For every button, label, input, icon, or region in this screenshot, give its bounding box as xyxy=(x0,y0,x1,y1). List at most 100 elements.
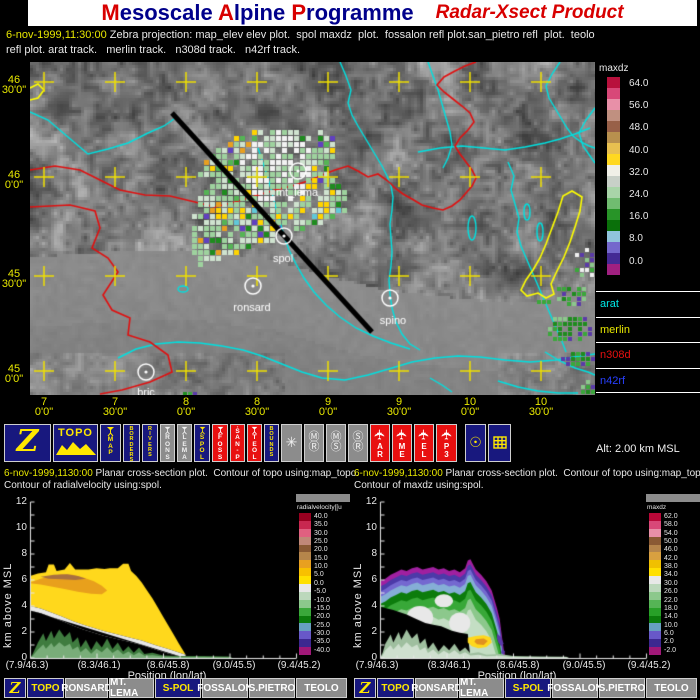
colorbar-cell xyxy=(607,220,620,231)
lat-label: 45 30'0" xyxy=(1,268,27,290)
y-tick-label: 12 xyxy=(15,496,27,507)
panel-colorbar xyxy=(299,513,311,656)
lon-label: 8 0'0" xyxy=(176,396,196,418)
lat-label: 46 30'0" xyxy=(1,74,27,96)
button-glyph: Ⓢ Ⓡ xyxy=(352,431,364,453)
button-p3[interactable]: ✈ P 3 xyxy=(436,424,457,462)
button-topo[interactable]: TOPO xyxy=(53,424,98,462)
panel-button-z[interactable]: Z xyxy=(354,678,376,698)
colorbar-label: 8.0 xyxy=(629,233,643,245)
panel-colorbar-label: 5.0 xyxy=(314,571,324,579)
x-tick-label: (7.9/46.3) xyxy=(355,660,399,671)
panel-colorbar-label: 26.0 xyxy=(664,588,678,596)
panel-colorbar-label: 58.0 xyxy=(664,521,678,529)
panel-button-ronsard[interactable]: RONSARD xyxy=(61,678,112,698)
track-arat[interactable]: arat xyxy=(596,291,700,316)
lon-label: 7 30'0" xyxy=(102,396,128,418)
panel-colorbar-cell xyxy=(299,513,311,521)
panel-colorbar-label: -5.0 xyxy=(314,588,327,596)
colorbar-cell xyxy=(607,187,620,198)
sun-icon[interactable]: ☉ xyxy=(465,424,486,462)
panel-colorbar-label: -20.0 xyxy=(314,613,330,621)
product-title: Radar-Xsect Product xyxy=(435,2,624,23)
panel-colorbar xyxy=(649,513,661,656)
colorbar xyxy=(607,77,620,275)
map-view[interactable] xyxy=(30,62,595,395)
panel-colorbar-cell xyxy=(299,536,311,545)
panel-colorbar-label: -40.0 xyxy=(314,646,330,654)
lon-label: 10 30'0" xyxy=(528,396,554,418)
panel-button-fossalon[interactable]: FOSSALON xyxy=(547,678,603,698)
panel-colorbar-cell xyxy=(299,623,311,632)
button-me[interactable]: ✈ M E xyxy=(392,424,412,462)
y-tick-label: 8 xyxy=(21,548,27,559)
grid-icon xyxy=(492,436,507,449)
timestamp: 6-nov-1999,11:30:00 xyxy=(6,29,107,41)
panel-header-line2: Contour of radialvelocity using:spol. xyxy=(4,480,162,491)
y-tick-label: 6 xyxy=(371,574,377,585)
panel-button-teolo[interactable]: TEOLO xyxy=(646,678,697,698)
grid-icon[interactable] xyxy=(488,424,511,462)
panel-colorbar-label: 15.0 xyxy=(314,554,328,562)
track-n308d[interactable]: n308d xyxy=(596,342,700,367)
panel-colorbar-cell xyxy=(649,584,661,592)
colorbar-cell xyxy=(607,198,620,209)
panel-button-topo[interactable]: TOPO xyxy=(377,678,414,698)
xsect-plot[interactable] xyxy=(378,500,648,662)
panel-button-spietro[interactable]: S.PIETRO xyxy=(599,678,645,698)
colorbar-cell xyxy=(607,88,620,99)
button-el[interactable]: ✈ E L xyxy=(414,424,434,462)
panel-button-ronsard[interactable]: RONSARD xyxy=(411,678,462,698)
panel-button-topo[interactable]: TOPO xyxy=(27,678,64,698)
panel-colorbar-label: 50.0 xyxy=(664,538,678,546)
panel-header-line1: 6-nov-1999,1130:00 Planar cross-section … xyxy=(4,468,360,479)
panel-colorbar-title: maxdz xyxy=(647,504,667,511)
panel-button-spietro[interactable]: S.PIETRO xyxy=(249,678,295,698)
colorbar-cell xyxy=(607,132,620,143)
lon-label: 9 0'0" xyxy=(318,396,338,418)
mr-button[interactable]: Ⓜ Ⓡ xyxy=(304,424,324,462)
panel-button-fossalon[interactable]: FOSSALON xyxy=(197,678,253,698)
y-tick-label: 0 xyxy=(21,652,27,663)
rosette-icon[interactable]: ✳ xyxy=(281,424,302,462)
panel-colorbar-cell xyxy=(649,552,661,561)
panel-button-spol[interactable]: S-POL xyxy=(505,678,551,698)
button-ar[interactable]: ✈ A R xyxy=(370,424,390,462)
panel-colorbar-label: 22.0 xyxy=(664,596,678,604)
ms-button[interactable]: Ⓜ Ⓢ xyxy=(326,424,346,462)
panel-button-spol[interactable]: S-POL xyxy=(155,678,201,698)
panel-colorbar-label: 2.0 xyxy=(664,638,674,646)
title-bar: Mesoscale Alpine Programme Radar-Xsect P… xyxy=(28,0,697,26)
track-merlin[interactable]: merlin xyxy=(596,316,700,342)
sr-button[interactable]: Ⓢ Ⓡ xyxy=(348,424,368,462)
track-n42rf[interactable]: n42rf xyxy=(596,368,700,394)
panel-colorbar-label: 30.0 xyxy=(314,529,328,537)
lon-label: 8 30'0" xyxy=(244,396,270,418)
panel-button-z[interactable]: Z xyxy=(4,678,26,698)
panel-button-mtlema[interactable]: MT. LEMA xyxy=(109,677,154,699)
colorbar-cell xyxy=(607,231,620,242)
panel-colorbar-label: 14.0 xyxy=(664,613,678,621)
altitude-readout: Alt: 2.00 km MSL xyxy=(596,443,680,455)
button-z[interactable]: Z xyxy=(4,424,51,462)
panel-button-teolo[interactable]: TEOLO xyxy=(296,678,347,698)
panel-button-mtlema[interactable]: MT. LEMA xyxy=(459,677,504,699)
xsect-plot[interactable] xyxy=(28,500,298,662)
panel-colorbar-cell xyxy=(299,584,311,592)
sun-icon: ☉ xyxy=(469,434,482,450)
